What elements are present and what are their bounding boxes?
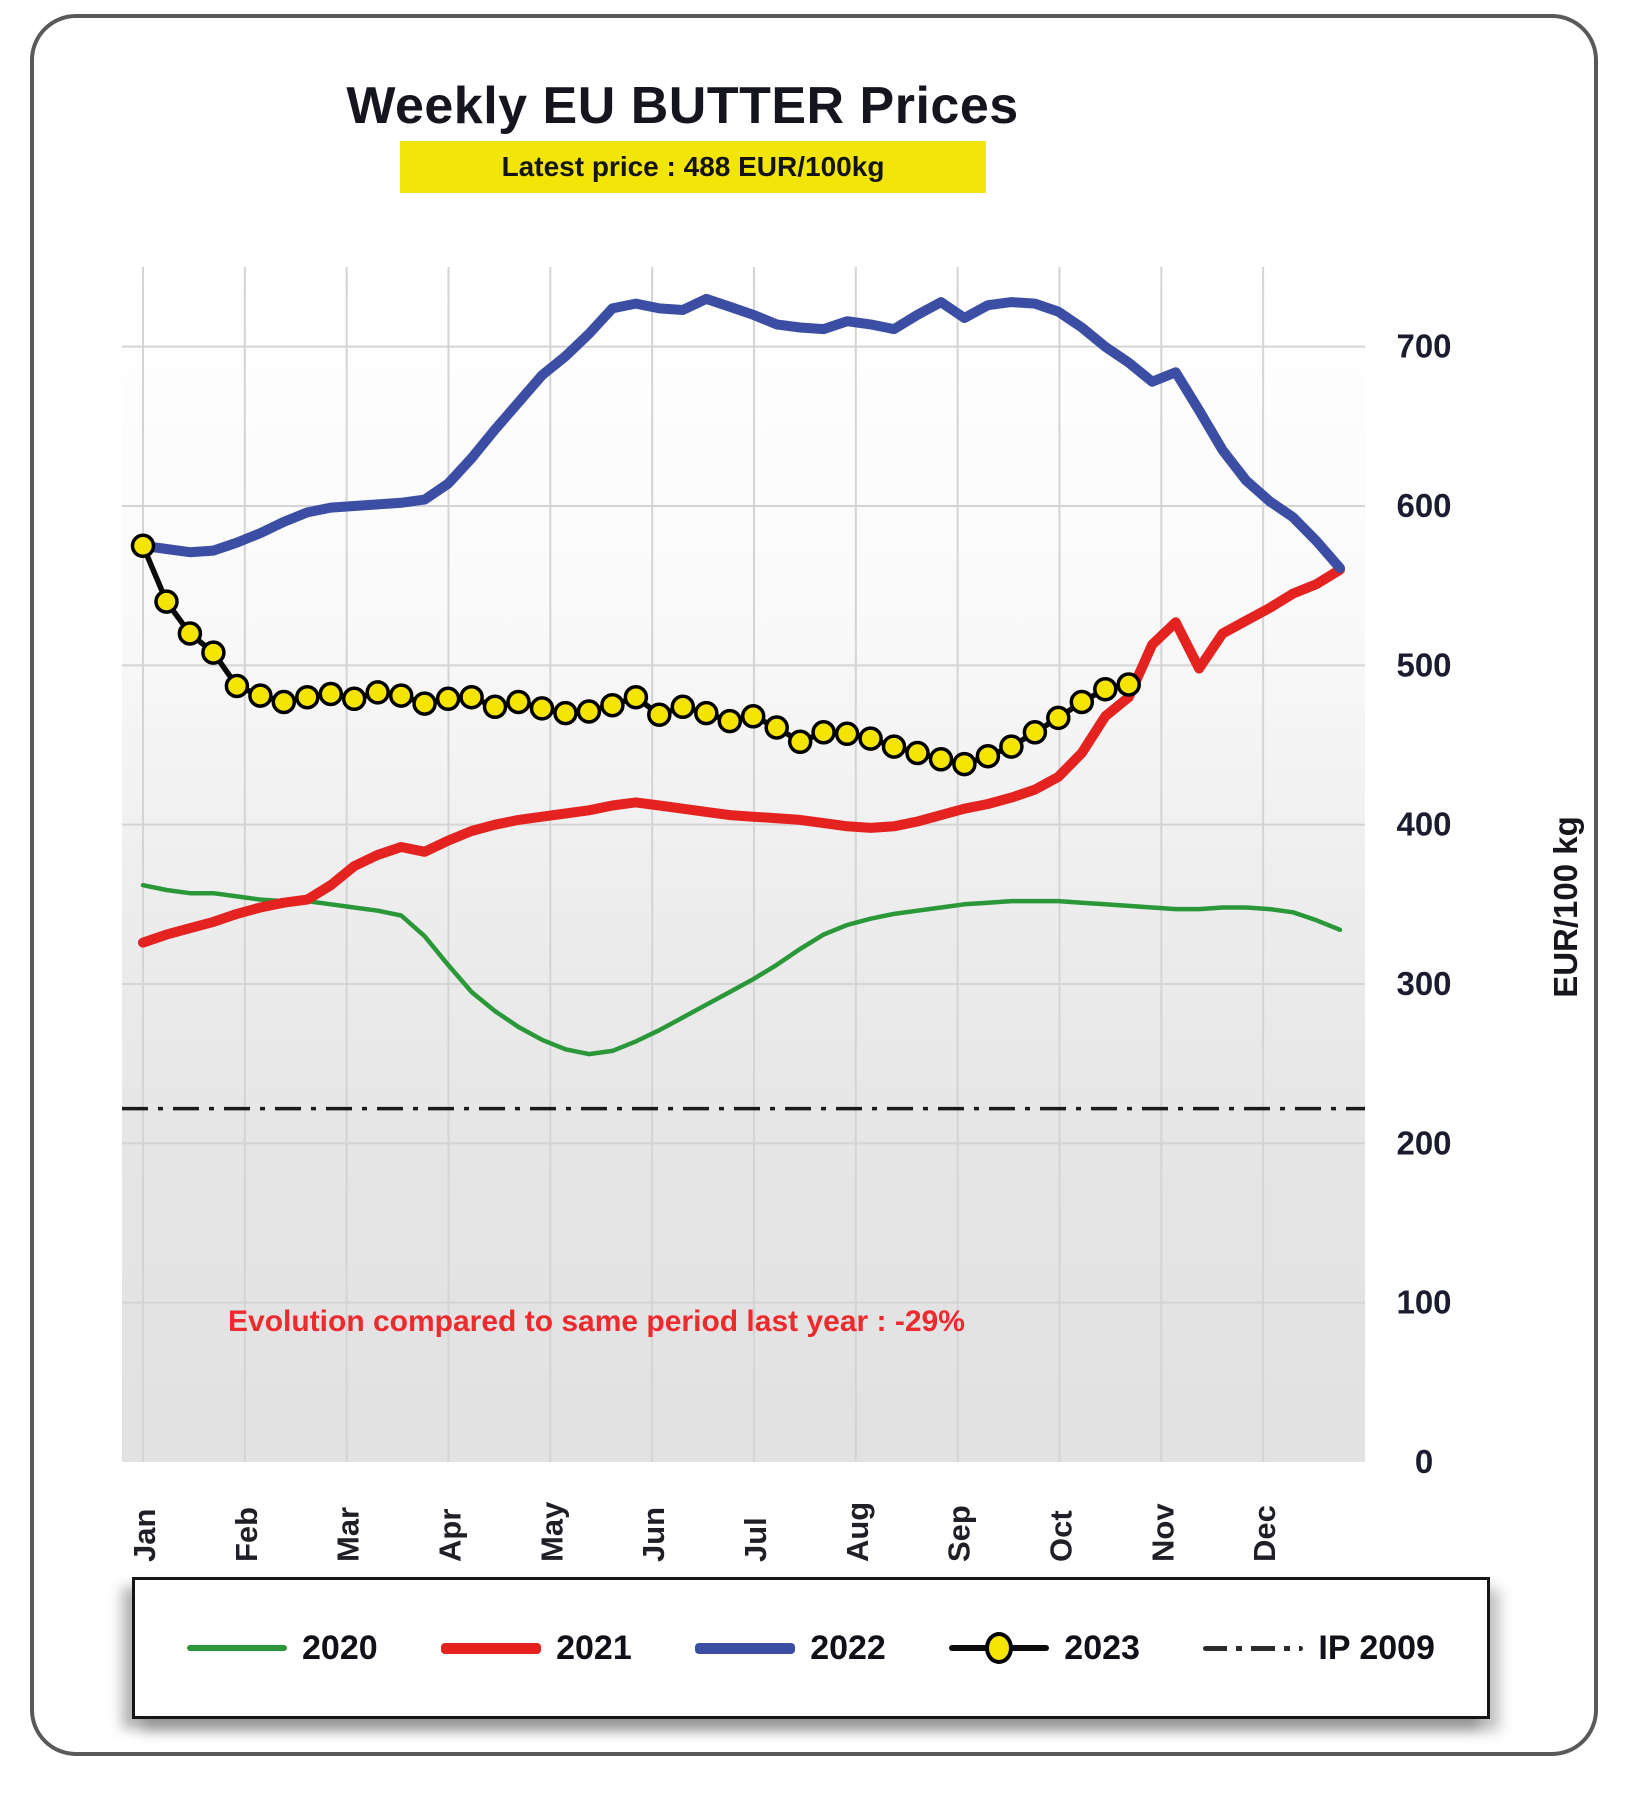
series-2023-marker <box>623 684 649 710</box>
series-2023-marker <box>1046 705 1071 731</box>
x-tick-label-Oct: Oct <box>1043 1510 1078 1562</box>
series-2023-marker <box>1116 672 1141 697</box>
x-tick-label-Aug: Aug <box>840 1502 875 1562</box>
series-2023-marker <box>365 680 390 705</box>
series-2023-marker <box>506 689 531 715</box>
series-2023-marker <box>600 692 625 718</box>
legend-ip2009-label: IP 2009 <box>1318 1628 1435 1667</box>
y-tick-label-700: 700 <box>1396 328 1451 365</box>
series-2020-line <box>140 882 1343 1057</box>
x-tick-label-Nov: Nov <box>1145 1503 1180 1562</box>
x-tick-label-Jan: Jan <box>127 1509 162 1562</box>
series-2023-marker <box>740 704 766 729</box>
legend-2020-line-sample <box>187 1645 287 1651</box>
series-2023-markers <box>130 533 1141 777</box>
y-tick-label-600: 600 <box>1396 487 1451 524</box>
legend-item-2020: 2020 <box>187 1629 378 1668</box>
x-tick-label-Sep: Sep <box>942 1505 977 1562</box>
y-axis-unit-label: EUR/100 kg <box>1547 816 1584 998</box>
legend-2022-label: 2022 <box>810 1628 886 1667</box>
series-2023-marker <box>787 729 813 755</box>
series-2023-marker <box>647 702 672 727</box>
gridlines-vertical <box>142 267 1265 1462</box>
series-2023-marker <box>717 708 743 734</box>
page-title: Weekly EU BUTTER Prices <box>346 77 1019 135</box>
x-tick-label-Apr: Apr <box>432 1509 467 1562</box>
series-2023-marker <box>224 673 250 699</box>
series-2023-marker <box>905 740 930 766</box>
legend-item-2021: 2021 <box>441 1629 632 1668</box>
series-2022-line <box>138 293 1345 574</box>
series-2023-marker <box>834 721 860 747</box>
series-2023-marker <box>201 640 226 665</box>
series-2023-marker <box>130 533 156 559</box>
legend-2021-label: 2021 <box>556 1628 632 1667</box>
latest-price-banner: Latest price : 488 EUR/100kg <box>400 141 986 193</box>
legend-2023-label: 2023 <box>1064 1628 1140 1667</box>
series-2023-marker <box>529 696 555 721</box>
series-2023-marker <box>553 700 578 726</box>
series-2023-marker <box>764 715 789 740</box>
series-2023-marker <box>435 686 461 712</box>
series-2023-marker <box>154 589 179 614</box>
x-tick-label-Jun: Jun <box>636 1507 671 1562</box>
legend-item-2022: 2022 <box>695 1629 886 1668</box>
latest-price-text: Latest price : 488 EUR/100kg <box>501 151 885 182</box>
y-tick-label-500: 500 <box>1396 646 1451 683</box>
series-2023-marker <box>248 683 273 708</box>
chart-legend: 2020 2021 2022 2023 IP 2009 <box>132 1577 1490 1719</box>
series-2023-marker <box>576 699 602 724</box>
series-2023-marker <box>999 734 1024 759</box>
series-2023-marker <box>459 684 484 710</box>
series-2023-marker <box>952 751 977 777</box>
y-tick-labels: 0 100 200 300 400 500 600 700 <box>1396 328 1451 1480</box>
series-2023-marker <box>177 621 203 646</box>
series-2023-marker <box>271 689 297 715</box>
series-2023-marker <box>482 694 508 720</box>
y-tick-label-300: 300 <box>1396 965 1451 1002</box>
x-tick-label-Mar: Mar <box>331 1507 366 1562</box>
legend-2020-label: 2020 <box>302 1628 378 1667</box>
evolution-annotation: Evolution compared to same period last y… <box>228 1305 965 1338</box>
plot-background <box>122 267 1365 1462</box>
series-2023-marker <box>318 681 344 707</box>
series-2023-marker <box>881 734 907 759</box>
series-2023-marker <box>975 743 1001 769</box>
x-tick-label-Feb: Feb <box>229 1507 264 1562</box>
x-tick-label-May: May <box>534 1501 569 1562</box>
series-2023-marker <box>1069 689 1095 715</box>
legend-item-2023: 2023 <box>949 1629 1140 1668</box>
x-tick-labels: Jan Feb Mar Apr May Jun Jul Aug Sep Oct Nov Dec <box>127 1501 1282 1562</box>
y-tick-label-400: 400 <box>1396 806 1451 843</box>
series-2023-marker <box>811 720 836 745</box>
series-2023-marker <box>1022 720 1048 745</box>
series-2023-marker <box>341 686 367 712</box>
y-tick-label-0: 0 <box>1415 1443 1433 1480</box>
series-2023-marker <box>1093 676 1118 702</box>
legend-ip2009-line-sample <box>1203 1645 1304 1651</box>
legend-item-ip-2009: IP 2009 <box>1203 1629 1435 1668</box>
series-2021-line <box>138 564 1345 948</box>
legend-2022-line-sample <box>695 1642 796 1654</box>
series-2023-marker <box>412 691 437 716</box>
series-2023-marker <box>670 694 696 720</box>
legend-2021-line-sample <box>441 1642 542 1654</box>
x-tick-label-Dec: Dec <box>1247 1505 1282 1562</box>
series-2023-marker <box>858 726 883 751</box>
series-2023-marker <box>694 700 719 726</box>
y-tick-label-100: 100 <box>1396 1284 1451 1321</box>
series-2023-marker <box>295 684 320 710</box>
legend-2023-marker-dot <box>985 1632 1014 1664</box>
series-2023-marker <box>388 683 414 708</box>
legend-2023-line-sample <box>949 1632 1050 1664</box>
y-tick-label-200: 200 <box>1396 1124 1451 1161</box>
series-2023-marker <box>928 747 954 772</box>
x-tick-label-Jul: Jul <box>738 1517 773 1562</box>
